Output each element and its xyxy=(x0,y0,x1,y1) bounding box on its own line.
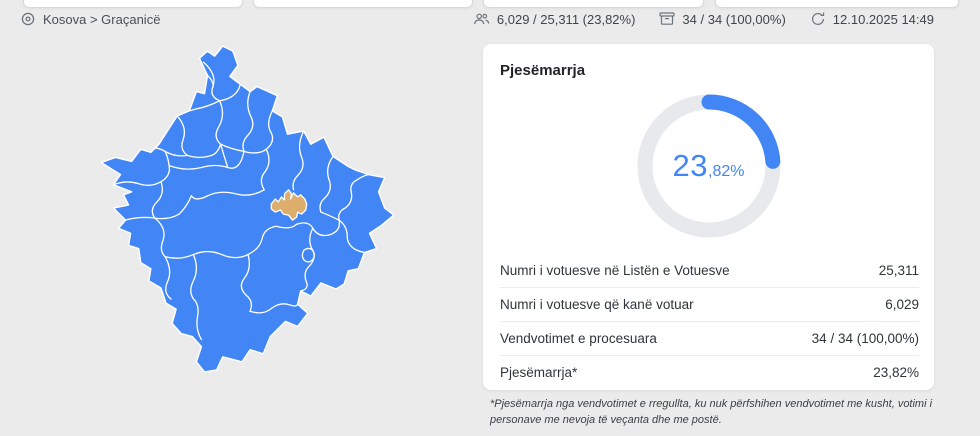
refresh-icon xyxy=(810,11,826,27)
kosovo-outline[interactable] xyxy=(100,45,395,373)
breadcrumb[interactable]: Kosova > Graçanicë xyxy=(20,11,160,27)
row-value: 23,82% xyxy=(873,365,919,380)
location-pin-icon xyxy=(20,11,36,27)
filter-select-3[interactable] xyxy=(483,0,704,8)
table-row: Pjesëmarrja* 23,82% xyxy=(500,355,919,389)
last-updated-text: 12.10.2025 14:49 xyxy=(832,11,934,27)
table-row: Numri i votuesve që kanë votuar 6,029 xyxy=(500,287,919,321)
donut-arc xyxy=(637,94,780,238)
last-updated-stat: 12.10.2025 14:49 xyxy=(810,11,934,27)
region-gracanice-selected[interactable] xyxy=(270,189,308,221)
row-value: 6,029 xyxy=(885,297,919,312)
breadcrumb-path[interactable]: Kosova > Graçanicë xyxy=(43,11,161,27)
row-label: Numri i votuesve që kanë votuar xyxy=(500,297,694,312)
table-row: Numri i votuesve në Listën e Votuesve 25… xyxy=(500,254,919,287)
ballot-box-icon xyxy=(659,11,676,27)
row-label: Numri i votuesve në Listën e Votuesve xyxy=(500,263,730,278)
polling-stations-stat: 34 / 34 (100,00%) xyxy=(659,11,786,27)
table-row: Vendvotimet e procesuara 34 / 34 (100,00… xyxy=(500,321,919,355)
polling-stations-text: 34 / 34 (100,00%) xyxy=(682,11,786,27)
voters-stat: 6,029 / 25,311 (23,82%) xyxy=(473,11,636,27)
filter-select-2[interactable] xyxy=(253,0,473,8)
participation-footnote: *Pjesëmarrja nga vendvotimet e rregullta… xyxy=(490,398,933,426)
filter-select-4[interactable] xyxy=(715,0,959,8)
municipality-borders xyxy=(112,61,370,341)
row-label: Pjesëmarrja* xyxy=(500,365,578,380)
filter-select-1[interactable] xyxy=(23,0,243,8)
row-value: 25,311 xyxy=(878,263,919,278)
card-title: Pjesëmarrja xyxy=(500,62,586,79)
participation-card: Pjesëmarrja 23,82% Numri i votuesve në L… xyxy=(483,44,934,390)
row-label: Vendvotimet e procesuara xyxy=(500,331,657,346)
voters-stat-text: 6,029 / 25,311 (23,82%) xyxy=(496,11,636,27)
people-icon xyxy=(473,11,490,27)
stats-table: Numri i votuesve në Listën e Votuesve 25… xyxy=(500,254,919,389)
participation-donut-chart: 23,82% xyxy=(634,91,784,241)
row-value: 34 / 34 (100,00%) xyxy=(811,331,919,346)
kosovo-map[interactable] xyxy=(98,40,395,374)
header-stats: 6,029 / 25,311 (23,82%) 34 / 34 (100,00%… xyxy=(473,11,934,27)
